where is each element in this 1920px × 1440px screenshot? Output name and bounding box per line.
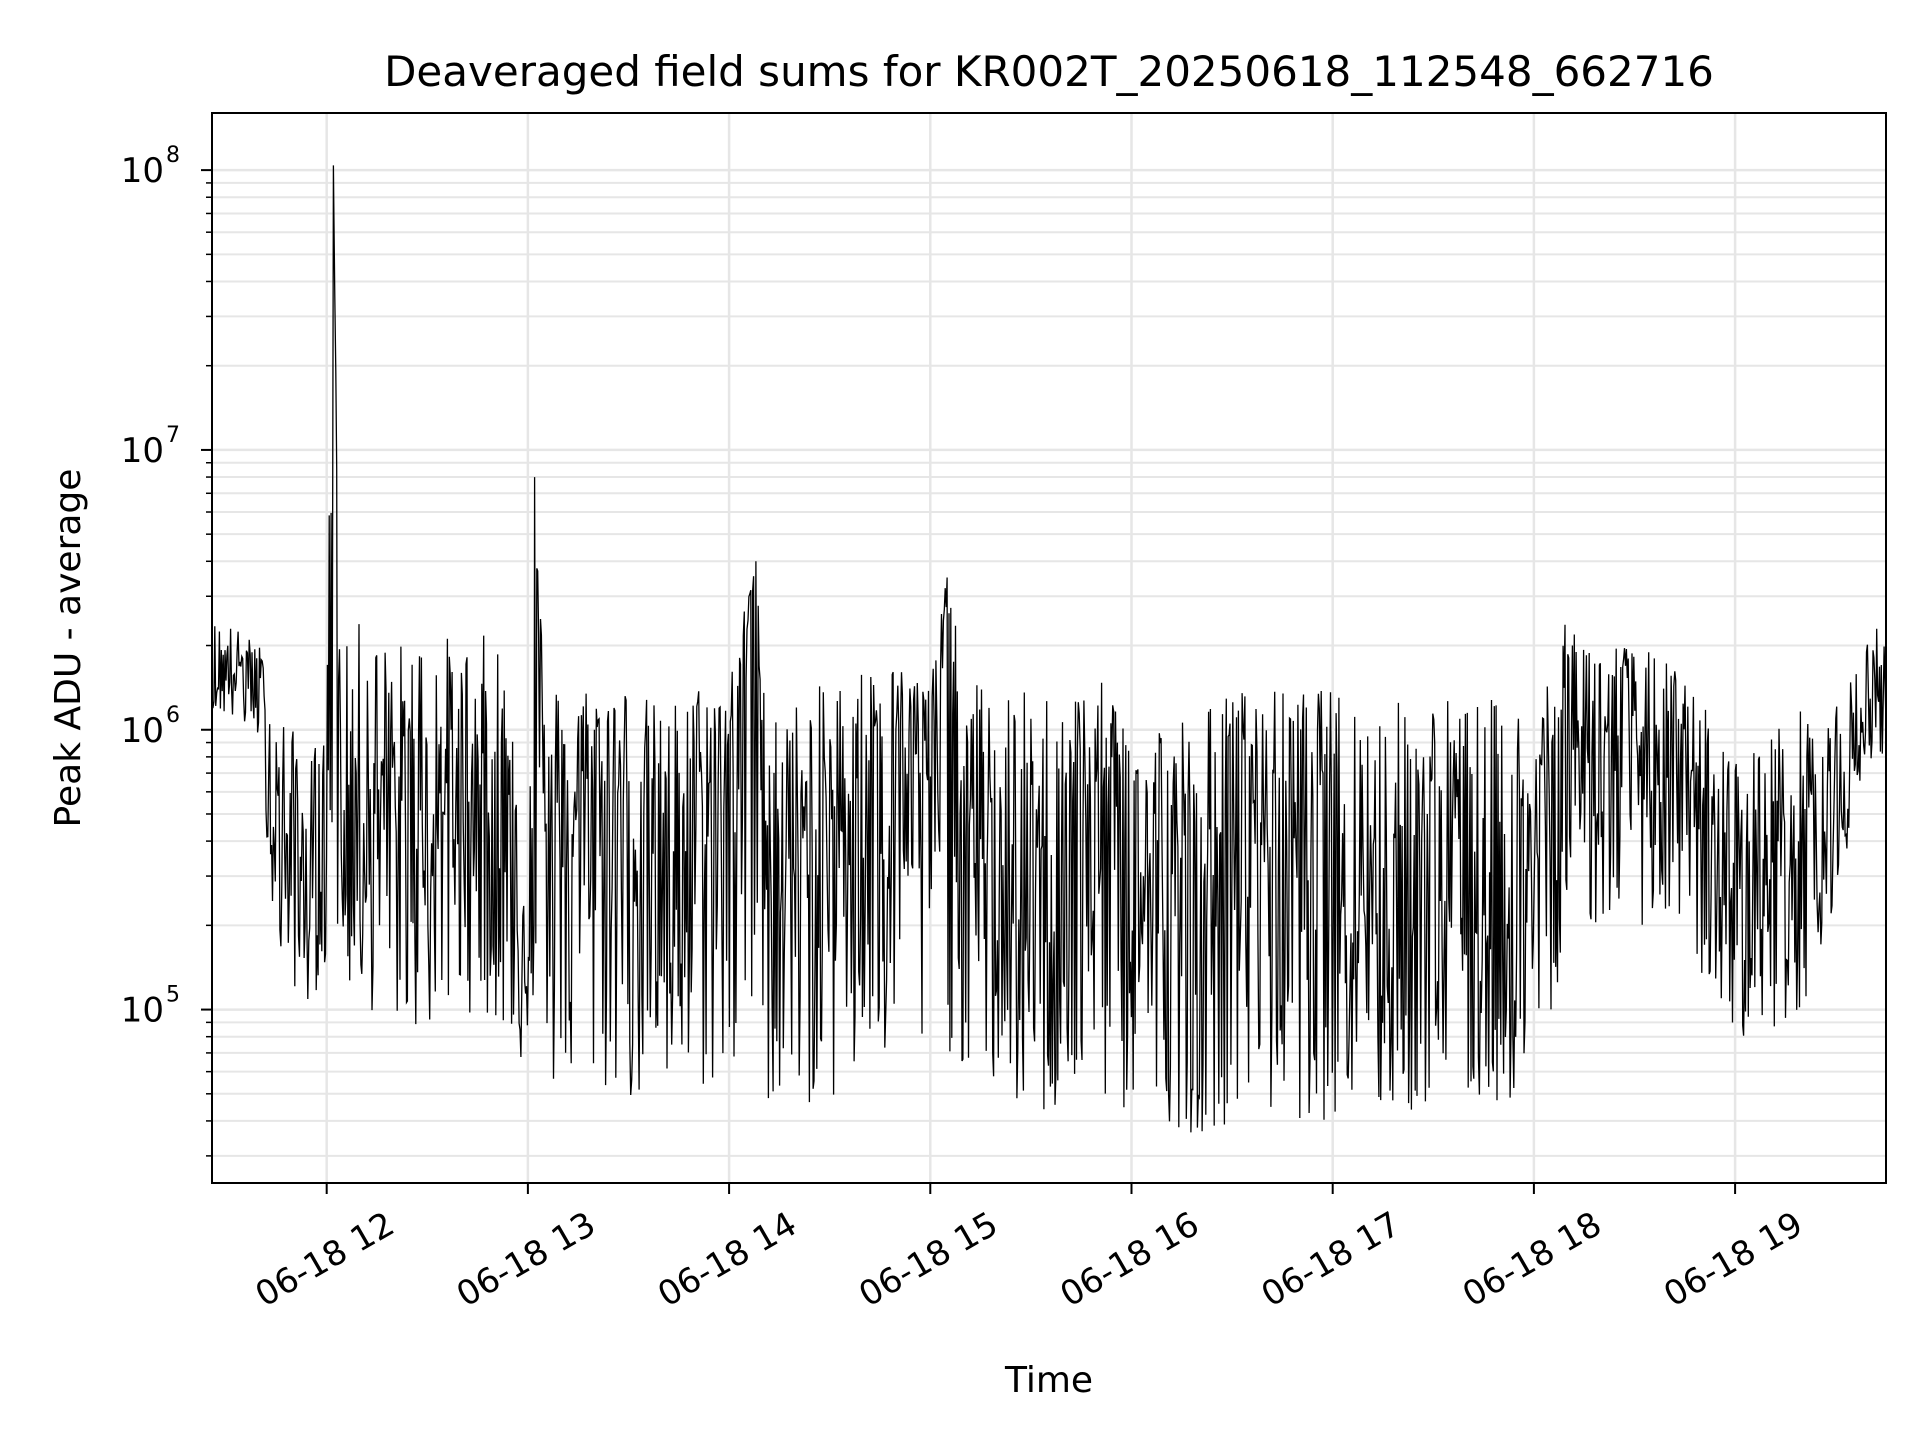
chart-title: Deaveraged field sums for KR002T_2025061… <box>384 47 1714 96</box>
x-axis-label: Time <box>1004 1360 1093 1401</box>
y-tick-exponent: 5 <box>166 983 180 1008</box>
y-tick-label: 10 <box>121 431 164 471</box>
y-tick-label: 10 <box>121 151 164 191</box>
y-tick-label: 10 <box>121 711 164 751</box>
series-line <box>211 165 1887 1133</box>
y-tick-exponent: 8 <box>166 143 180 168</box>
y-axis-label: Peak ADU - average <box>48 469 89 828</box>
y-tick-exponent: 6 <box>166 703 180 728</box>
y-tick-label: 10 <box>121 991 164 1031</box>
plot-frame <box>211 112 1887 1184</box>
y-tick-exponent: 7 <box>166 423 180 448</box>
